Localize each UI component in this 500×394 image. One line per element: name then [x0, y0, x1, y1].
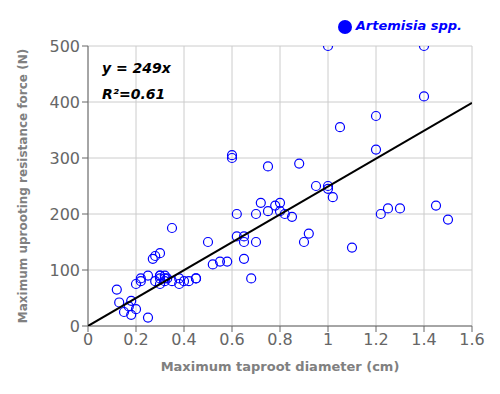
svg-text:0.4: 0.4	[171, 330, 196, 349]
svg-text:Maximum uprooting resistance f: Maximum uprooting resistance force (N)	[16, 49, 30, 323]
svg-text:0.2: 0.2	[123, 330, 148, 349]
svg-text:0.6: 0.6	[219, 330, 244, 349]
html-text:Artemisia spp.: Artemisia spp.	[355, 18, 462, 33]
svg-text:0: 0	[83, 330, 93, 349]
svg-text:1.2: 1.2	[363, 330, 388, 349]
svg-text:0: 0	[70, 317, 80, 336]
svg-text:1.4: 1.4	[411, 330, 436, 349]
html-text:R²=0.61: R²=0.61	[102, 86, 166, 102]
svg-text:500: 500	[49, 37, 80, 56]
svg-text:1.6: 1.6	[459, 330, 484, 349]
svg-text:300: 300	[49, 149, 80, 168]
svg-text:200: 200	[49, 205, 80, 224]
html-text:y = 249x: y = 249x	[102, 60, 171, 76]
svg-text:100: 100	[49, 261, 80, 280]
svg-text:400: 400	[49, 93, 80, 112]
svg-text:1: 1	[323, 330, 333, 349]
svg-text:0.8: 0.8	[267, 330, 292, 349]
svg-text:Maximum taproot diameter (cm): Maximum taproot diameter (cm)	[161, 359, 400, 374]
